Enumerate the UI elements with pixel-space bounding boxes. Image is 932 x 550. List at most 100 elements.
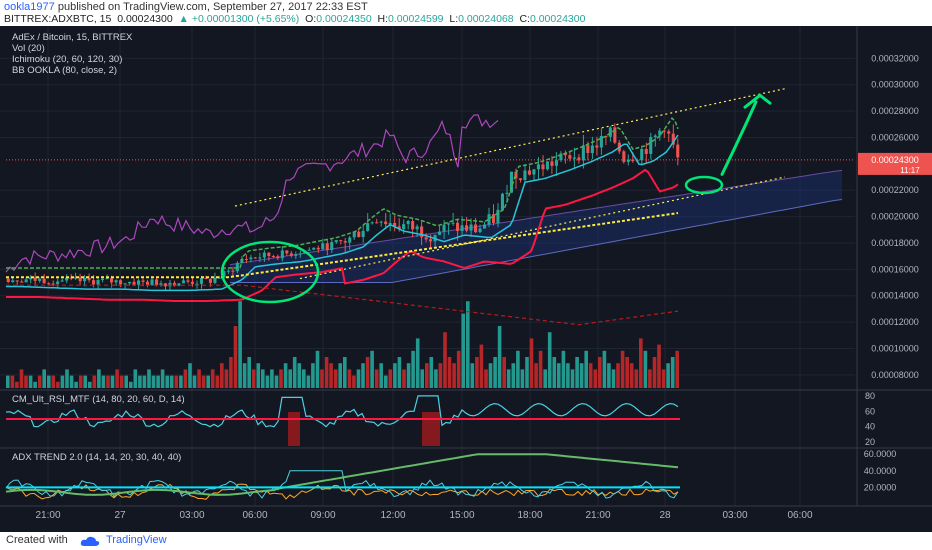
candle-body [460, 225, 464, 231]
candle-body [554, 160, 558, 166]
channel-upper-line [234, 88, 786, 207]
volume-bar [110, 375, 115, 388]
breakout-circle-annotation [220, 240, 320, 304]
volume-bar [251, 369, 256, 388]
candle-body [626, 159, 630, 162]
adx-tick-label: 40.0000 [864, 466, 897, 476]
candle-body [285, 250, 289, 254]
candle-body [217, 277, 221, 279]
volume-bar [83, 375, 87, 388]
volume-bar [525, 357, 529, 388]
volume-bar [397, 357, 402, 388]
volume-bar [69, 375, 74, 388]
time-tick-label: 03:00 [722, 510, 747, 521]
chart-svg[interactable]: 21:00 27 03:00 06:00 09:00 12:00 15:00 18:00 21:… [0, 26, 932, 532]
candle-body [321, 243, 325, 250]
time-tick-label: 28 [659, 510, 671, 521]
volume-bar [356, 369, 361, 388]
volume-bar [33, 381, 37, 388]
volume-bar [643, 350, 648, 388]
volume-bar [88, 381, 92, 388]
volume-bar [238, 301, 242, 388]
volume-bar [179, 375, 183, 388]
volume-bar [598, 357, 602, 388]
volume-bar [370, 350, 374, 388]
author-link[interactable]: ookla1977 [4, 1, 55, 13]
candle-body [348, 237, 352, 243]
candle-body [483, 224, 487, 229]
candle-body [110, 278, 114, 283]
rsi-tick-label: 80 [865, 391, 875, 401]
candle-body [141, 280, 145, 282]
tradingview-brand-link[interactable]: TradingView [106, 534, 167, 546]
volume-bar [611, 369, 616, 388]
volume-bar [538, 350, 543, 388]
candle-body [550, 161, 554, 166]
price-change: ▲ +0.00001300 (+5.65%) [178, 13, 300, 25]
volume-bar [229, 357, 233, 388]
target-arrow-annotation [720, 93, 772, 176]
volume-bar [142, 375, 147, 388]
publish-info: published on TradingView.com, September … [57, 1, 368, 13]
volume-bar [452, 363, 456, 388]
candle-body [393, 223, 397, 227]
candle-body [24, 279, 28, 283]
candle-body [181, 280, 185, 284]
volume-bar [74, 381, 78, 388]
volume-bar [620, 350, 625, 388]
volume-bar [242, 363, 247, 388]
volume-bar [65, 369, 69, 388]
candle-body [96, 280, 100, 285]
symbol-label: BITTREX:ADXBTC, 15 [4, 13, 112, 25]
candle-body [33, 277, 37, 281]
volume-bar [283, 363, 288, 388]
candle-body [613, 127, 617, 143]
candle-body [204, 278, 208, 279]
volume-bar [607, 363, 611, 388]
candle-body [541, 164, 545, 170]
volume-bar [270, 369, 274, 388]
rsi-tick-label: 40 [865, 422, 875, 432]
chart-area[interactable]: 21:00 27 03:00 06:00 09:00 12:00 15:00 18:00 21:… [0, 26, 932, 532]
price-tick-label: 0.00026000 [871, 132, 919, 142]
volume-bar [479, 344, 484, 388]
volume-bar [516, 350, 520, 388]
volume-bar [302, 369, 306, 388]
volume-bar [37, 375, 42, 388]
candle-body [442, 224, 446, 232]
volume-bar [415, 338, 420, 388]
last-price-tag [858, 152, 932, 175]
volume-bar [616, 363, 620, 388]
candle-body [456, 222, 460, 231]
volume-bar [447, 357, 452, 388]
candle-body [658, 130, 662, 136]
close-value: 0.00024300 [529, 13, 586, 25]
legend-entry: Vol (20) [12, 43, 45, 54]
candle-body [289, 253, 293, 256]
volume-bar [210, 369, 215, 388]
candle-body [244, 259, 248, 260]
candle-body [595, 145, 599, 148]
volume-bar [520, 369, 525, 388]
volume-bar [579, 363, 584, 388]
adx-di-minus-line [5, 483, 679, 500]
candle-body [388, 223, 392, 225]
price-tick-label: 0.00012000 [871, 317, 919, 327]
volume-bar [224, 369, 229, 388]
candle-body [474, 224, 478, 233]
candle-body [357, 231, 361, 237]
open-value: 0.00024350 [316, 13, 372, 25]
high-value: 0.00024599 [388, 13, 444, 25]
candle-body [608, 127, 612, 137]
volume-bar [28, 375, 33, 388]
volume-bar [347, 369, 352, 388]
volume-bar [133, 369, 138, 388]
candle-body [235, 263, 239, 272]
time-tick-label: 15:00 [449, 510, 474, 521]
candle-body [505, 192, 509, 194]
created-with-label: Created with [6, 534, 68, 546]
volume-bar [10, 375, 15, 388]
candle-body [177, 283, 181, 286]
time-tick-label: 18:00 [517, 510, 542, 521]
candle-body [190, 281, 194, 284]
